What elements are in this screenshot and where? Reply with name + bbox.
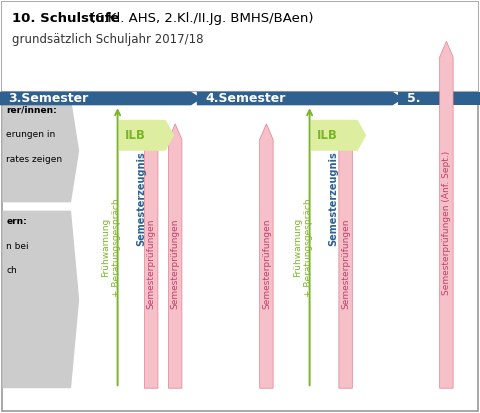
Text: Semesterzeugnis: Semesterzeugnis bbox=[137, 151, 146, 246]
Text: Semesterprüfungen: Semesterprüfungen bbox=[147, 218, 156, 309]
Polygon shape bbox=[2, 99, 79, 202]
Polygon shape bbox=[260, 124, 273, 388]
Text: rates zeigen: rates zeigen bbox=[6, 155, 62, 164]
Text: grundsätzlich Schuljahr 2017/18: grundsätzlich Schuljahr 2017/18 bbox=[12, 33, 204, 46]
Polygon shape bbox=[0, 92, 202, 105]
Text: n bei: n bei bbox=[6, 242, 29, 251]
Text: erungen in: erungen in bbox=[6, 130, 56, 139]
Polygon shape bbox=[144, 124, 158, 388]
Polygon shape bbox=[119, 120, 174, 151]
Text: Semesterzeugnis: Semesterzeugnis bbox=[329, 151, 338, 246]
Text: ILB: ILB bbox=[125, 129, 145, 142]
Text: 4.Semester: 4.Semester bbox=[205, 92, 286, 105]
Text: Semesterprüfungen (Anf. Sept.): Semesterprüfungen (Anf. Sept.) bbox=[442, 150, 451, 295]
Text: Semesterprüfungen: Semesterprüfungen bbox=[171, 218, 180, 309]
Text: ern:: ern: bbox=[6, 217, 27, 226]
Text: 5.: 5. bbox=[407, 92, 420, 105]
Bar bbox=[2, 2, 478, 91]
Polygon shape bbox=[398, 92, 480, 105]
Polygon shape bbox=[440, 41, 453, 388]
Polygon shape bbox=[197, 92, 403, 105]
Text: Frühwarnung
+ Beratungsgespräch: Frühwarnung + Beratungsgespräch bbox=[101, 199, 121, 297]
Text: (6.Kl. AHS, 2.Kl./II.Jg. BMHS/BAen): (6.Kl. AHS, 2.Kl./II.Jg. BMHS/BAen) bbox=[86, 12, 314, 25]
Text: ch: ch bbox=[6, 266, 17, 275]
Text: rer/innen:: rer/innen: bbox=[6, 105, 57, 114]
Text: Semesterprüfungen: Semesterprüfungen bbox=[341, 218, 350, 309]
Text: 10. Schulstufe: 10. Schulstufe bbox=[12, 12, 120, 25]
Text: ILB: ILB bbox=[317, 129, 337, 142]
Polygon shape bbox=[168, 124, 182, 388]
Text: 3.Semester: 3.Semester bbox=[9, 92, 89, 105]
Text: Frühwarnung
+ Beratungsgespräch: Frühwarnung + Beratungsgespräch bbox=[293, 199, 313, 297]
Polygon shape bbox=[339, 124, 352, 388]
Polygon shape bbox=[2, 211, 79, 388]
Text: Semesterprüfungen: Semesterprüfungen bbox=[262, 218, 271, 309]
Polygon shape bbox=[311, 120, 366, 151]
